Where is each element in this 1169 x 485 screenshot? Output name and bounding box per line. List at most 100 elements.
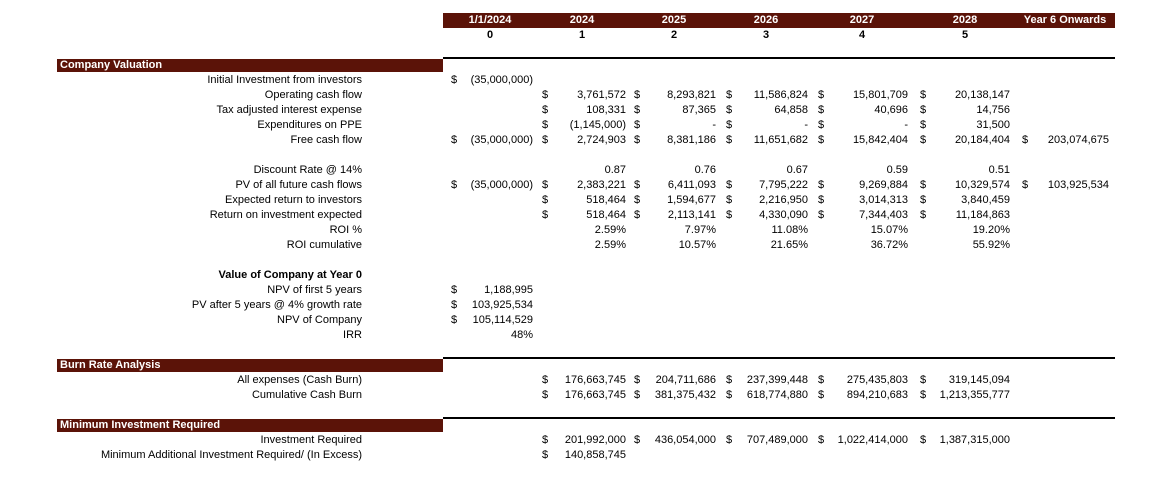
section-box	[443, 357, 1115, 359]
cell-amount: 176,663,745	[564, 374, 626, 386]
section-title-bar	[57, 359, 443, 372]
row-label: Value of Company at Year 0	[218, 269, 362, 281]
currency-symbol: $	[920, 434, 927, 446]
cell-amount: 7,344,403	[859, 209, 908, 221]
cell-amount: 2,383,221	[577, 179, 626, 191]
row-label: ROI %	[329, 224, 362, 236]
currency-symbol: $	[726, 179, 733, 191]
cell-amount: 11,651,682	[753, 134, 808, 146]
cell-value: 0.51	[988, 164, 1010, 176]
currency-symbol: $	[451, 179, 458, 191]
cell-amount: 4,330,090	[759, 209, 808, 221]
currency-symbol: $	[542, 104, 549, 116]
currency-symbol: $	[920, 134, 927, 146]
cell-amount: 176,663,745	[564, 389, 626, 401]
cell-amount: 103,925,534	[1047, 179, 1109, 191]
row-label: Minimum Additional Investment Required/ …	[100, 449, 362, 461]
currency-symbol: $	[634, 194, 641, 206]
currency-symbol: $	[726, 104, 733, 116]
row-label: Discount Rate @ 14%	[253, 164, 362, 176]
cell-amount: 203,074,675	[1047, 134, 1109, 146]
currency-symbol: $	[542, 194, 549, 206]
cell-amount: 1,594,677	[667, 194, 716, 206]
currency-symbol: $	[818, 134, 825, 146]
cell-value: 15.07%	[870, 224, 908, 236]
cell-value: 48%	[510, 329, 533, 341]
cell-amount: 707,489,000	[746, 434, 808, 446]
cell-amount: -	[712, 119, 716, 131]
cell-value: 0.87	[604, 164, 626, 176]
cell-amount: (35,000,000)	[470, 74, 533, 86]
currency-symbol: $	[634, 119, 641, 131]
currency-symbol: $	[634, 134, 641, 146]
cell-amount: 2,113,141	[667, 209, 716, 221]
section-title: Burn Rate Analysis	[60, 359, 161, 371]
cell-value: 36.72%	[870, 239, 908, 251]
cell-amount: 103,925,534	[471, 299, 533, 311]
currency-symbol: $	[818, 89, 825, 101]
currency-symbol: $	[634, 434, 641, 446]
currency-symbol: $	[818, 104, 825, 116]
currency-symbol: $	[920, 194, 927, 206]
cell-amount: 618,774,880	[746, 389, 808, 401]
section-title-bar	[57, 419, 443, 432]
cell-amount: 518,464	[586, 209, 626, 221]
cell-amount: 20,138,147	[954, 89, 1010, 101]
cell-value: 0.59	[886, 164, 908, 176]
cell-amount: -	[904, 119, 908, 131]
cell-amount: 436,054,000	[654, 434, 716, 446]
row-label: Free cash flow	[290, 134, 362, 146]
currency-symbol: $	[920, 374, 927, 386]
period-number: 0	[486, 29, 494, 41]
row-label: PV of all future cash flows	[235, 179, 362, 191]
currency-symbol: $	[634, 209, 641, 221]
row-label: NPV of first 5 years	[267, 284, 362, 296]
currency-symbol: $	[920, 104, 927, 116]
currency-symbol: $	[634, 374, 641, 386]
cell-amount: 9,269,884	[859, 179, 908, 191]
period-number: 4	[858, 29, 866, 41]
currency-symbol: $	[726, 389, 733, 401]
cell-value: 2.59%	[594, 239, 626, 251]
cell-amount: 319,145,094	[948, 374, 1010, 386]
column-header: 2025	[661, 14, 687, 26]
currency-symbol: $	[634, 104, 641, 116]
cell-amount: 108,331	[586, 104, 626, 116]
currency-symbol: $	[542, 434, 549, 446]
row-label: Cumulative Cash Burn	[251, 389, 362, 401]
currency-symbol: $	[634, 89, 641, 101]
currency-symbol: $	[634, 389, 641, 401]
cell-amount: 3,840,459	[961, 194, 1010, 206]
row-label: NPV of Company	[277, 314, 362, 326]
row-label: Expected return to investors	[225, 194, 362, 206]
currency-symbol: $	[920, 89, 927, 101]
currency-symbol: $	[818, 209, 825, 221]
column-header: Year 6 Onwards	[1023, 14, 1107, 26]
cell-amount: (35,000,000)	[470, 134, 533, 146]
section-title: Minimum Investment Required	[60, 419, 221, 431]
row-label: PV after 5 years @ 4% growth rate	[191, 299, 362, 311]
cell-value: 0.67	[786, 164, 808, 176]
currency-symbol: $	[542, 89, 549, 101]
cell-amount: 3,761,572	[577, 89, 626, 101]
row-label: Investment Required	[260, 434, 363, 446]
cell-amount: 15,842,404	[852, 134, 908, 146]
cell-amount: 64,858	[774, 104, 808, 116]
row-label: Return on investment expected	[209, 209, 362, 221]
currency-symbol: $	[451, 299, 458, 311]
cell-value: 19.20%	[972, 224, 1010, 236]
cell-amount: -	[804, 119, 808, 131]
cell-amount: 31,500	[976, 119, 1010, 131]
row-label: Initial Investment from investors	[207, 74, 362, 86]
row-label: ROI cumulative	[286, 239, 362, 251]
currency-symbol: $	[451, 74, 458, 86]
currency-symbol: $	[542, 449, 549, 461]
currency-symbol: $	[451, 314, 458, 326]
currency-symbol: $	[1022, 179, 1029, 191]
row-label: All expenses (Cash Burn)	[237, 374, 362, 386]
currency-symbol: $	[726, 119, 733, 131]
period-number: 3	[762, 29, 770, 41]
cell-value: 2.59%	[594, 224, 626, 236]
cell-amount: 3,014,313	[859, 194, 908, 206]
cell-value: 55.92%	[972, 239, 1010, 251]
